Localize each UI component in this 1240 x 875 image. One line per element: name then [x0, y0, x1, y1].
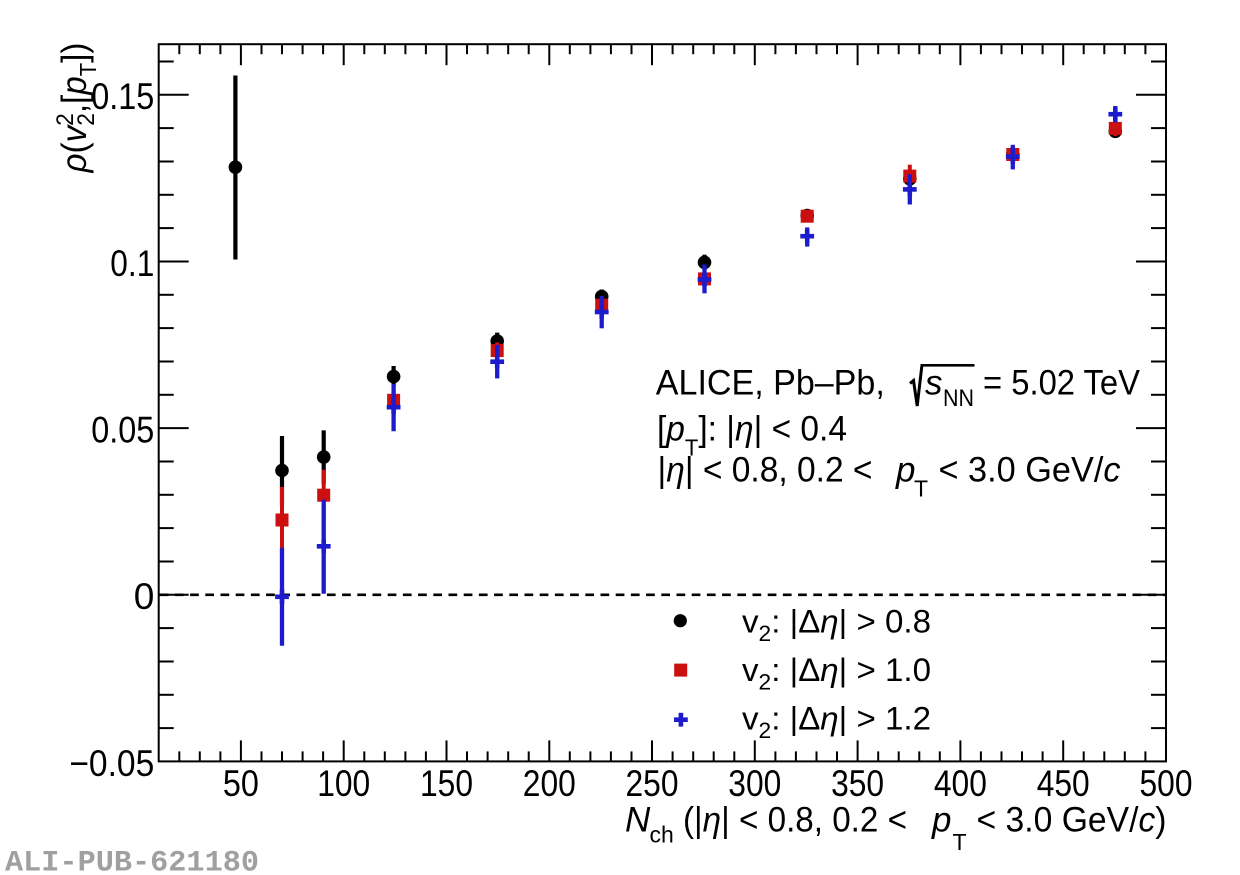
- svg-text:400: 400: [934, 763, 987, 804]
- svg-text:v2: |Δη| > 1.0: v2: |Δη| > 1.0: [742, 652, 931, 695]
- svg-text:< 3.0 GeV/c: < 3.0 GeV/c: [939, 451, 1121, 490]
- svg-text:200: 200: [523, 763, 576, 804]
- svg-text:p: p: [931, 801, 951, 840]
- svg-text:100: 100: [317, 763, 370, 804]
- svg-text:< 3.0 GeV/c): < 3.0 GeV/c): [977, 801, 1167, 840]
- svg-text:0: 0: [134, 576, 155, 617]
- svg-text:ALI-PUB-621180: ALI-PUB-621180: [5, 847, 259, 875]
- svg-text:0.05: 0.05: [91, 409, 154, 450]
- svg-text:500: 500: [1140, 763, 1193, 804]
- svg-text:−0.05: −0.05: [69, 743, 154, 784]
- svg-text:p: p: [895, 451, 915, 490]
- svg-text:0.15: 0.15: [91, 76, 154, 117]
- svg-text:ALICE, Pb–Pb,: ALICE, Pb–Pb,: [656, 364, 885, 403]
- svg-text:|η| < 0.8, 0.2 <: |η| < 0.8, 0.2 <: [658, 451, 873, 490]
- svg-text:150: 150: [420, 763, 473, 804]
- svg-text:s: s: [925, 364, 943, 403]
- svg-text:v2: |Δη| > 1.2: v2: |Δη| > 1.2: [742, 700, 931, 743]
- svg-text:NN: NN: [943, 385, 974, 412]
- svg-text:v2: |Δη| > 0.8: v2: |Δη| > 0.8: [742, 603, 931, 646]
- svg-text:250: 250: [626, 763, 679, 804]
- svg-text:450: 450: [1037, 763, 1090, 804]
- svg-text:T: T: [914, 476, 928, 502]
- svg-text:300: 300: [728, 763, 781, 804]
- svg-text:ρ(v22,[pT]): ρ(v22,[pT]): [52, 43, 101, 174]
- svg-text:ch: ch: [650, 822, 674, 848]
- svg-text:= 5.02 TeV: = 5.02 TeV: [983, 364, 1141, 403]
- svg-text:(|η| < 0.8, 0.2 <: (|η| < 0.8, 0.2 <: [683, 801, 907, 840]
- svg-text:N: N: [625, 801, 651, 840]
- svg-text:350: 350: [831, 763, 884, 804]
- svg-text:50: 50: [223, 763, 259, 804]
- svg-text:T: T: [953, 829, 967, 855]
- svg-text:0.1: 0.1: [110, 243, 154, 284]
